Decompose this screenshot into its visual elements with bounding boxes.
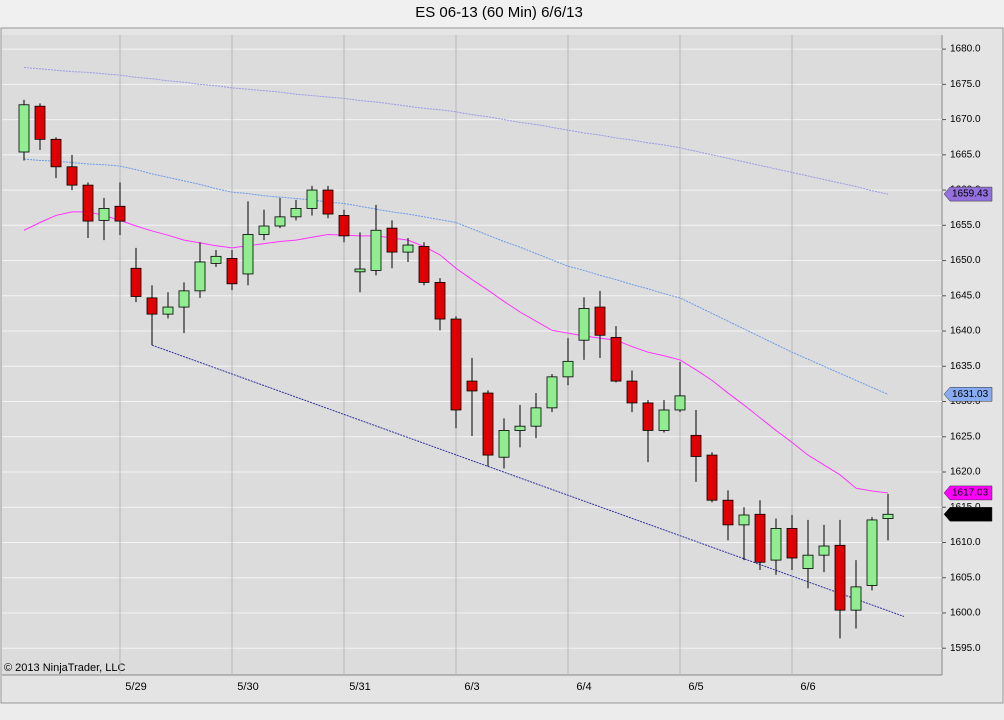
candle-body [594, 306, 606, 336]
candle-body [162, 306, 174, 315]
candle-body [578, 308, 590, 341]
candle-body [706, 454, 718, 501]
candle-body [882, 513, 894, 519]
candle-body [786, 527, 798, 559]
copyright: © 2013 NinjaTrader, LLC [4, 662, 125, 674]
last-price-label: 1614.00 [952, 509, 989, 520]
candle-body [642, 402, 654, 431]
candle-body [530, 407, 542, 427]
y-tick-label: 1640.0 [950, 326, 981, 337]
y-tick-label: 1595.0 [950, 643, 981, 654]
overlay-last-label-box [943, 387, 993, 402]
overlay-last-label-box [943, 186, 993, 202]
candle-body [514, 425, 526, 431]
candle-body [322, 189, 334, 215]
candle-body [738, 514, 750, 526]
candle-body [34, 105, 46, 140]
candle-body [386, 227, 398, 253]
candle-body [866, 519, 878, 586]
x-tick-label: 6/6 [800, 681, 815, 693]
y-tick-label: 1630.0 [950, 396, 981, 407]
plot-layer: 1595.01600.01605.01610.01615.01620.01625… [2, 35, 993, 693]
title-bar [0, 0, 1004, 28]
y-tick-label: 1625.0 [950, 431, 981, 442]
y-tick-label: 1665.0 [950, 149, 981, 160]
candle-body [818, 545, 830, 556]
candle-body [98, 207, 110, 221]
candle-body [18, 104, 30, 153]
candle-body [802, 554, 814, 569]
x-tick-label: 6/4 [576, 681, 591, 693]
y-tick-label: 1620.0 [950, 467, 981, 478]
y-tick-label: 1670.0 [950, 114, 981, 125]
candle-body [146, 297, 158, 315]
candle-body [402, 244, 414, 253]
candle-body [674, 395, 686, 411]
candle-body [226, 258, 238, 285]
candle-body [482, 392, 494, 456]
overlay-last-label: 1659.43 [952, 189, 989, 200]
x-tick-label: 6/5 [688, 681, 703, 693]
moving-average [23, 66, 889, 195]
candle-body [114, 205, 126, 222]
candle-body [850, 586, 862, 611]
y-tick-label: 1600.0 [950, 608, 981, 619]
y-tick-label: 1650.0 [950, 255, 981, 266]
candle-body [546, 376, 558, 409]
candle-body [194, 261, 206, 292]
candle-body [754, 513, 766, 563]
candle-body [130, 267, 142, 297]
candle-body [50, 138, 62, 168]
candle-body [178, 290, 190, 308]
trend-line [151, 344, 905, 617]
x-tick-label: 5/31 [349, 681, 370, 693]
candle-body [626, 380, 638, 404]
candle-body [658, 409, 670, 431]
last-price-label-box [943, 507, 993, 522]
candle-body [242, 234, 254, 275]
candle-body [210, 255, 222, 264]
overlay-last-label: 1617.03 [952, 488, 989, 499]
candle-body [722, 499, 734, 526]
y-tick-label: 1610.0 [950, 537, 981, 548]
candle-body [466, 380, 478, 392]
y-tick-label: 1645.0 [950, 290, 981, 301]
candle-body [434, 282, 446, 320]
plot-area [2, 35, 942, 675]
y-tick-label: 1605.0 [950, 572, 981, 583]
y-tick-label: 1655.0 [950, 220, 981, 231]
y-tick-label: 1635.0 [950, 361, 981, 372]
candle-body [82, 184, 94, 222]
overlay-last-label: 1631.03 [952, 389, 989, 400]
candle-body [834, 544, 846, 611]
x-tick-label: 5/30 [237, 681, 258, 693]
candle-body [562, 360, 574, 378]
candle-body [354, 268, 366, 273]
candle-body [610, 336, 622, 382]
candle-body [290, 207, 302, 218]
candle-body [770, 527, 782, 561]
candle-body [66, 166, 78, 186]
candle-body [418, 246, 430, 283]
candle-body [690, 434, 702, 457]
y-tick-label: 1675.0 [950, 79, 981, 90]
overlay-last-label-box [943, 485, 993, 501]
candle-body [450, 318, 462, 411]
y-tick-label: 1680.0 [950, 44, 981, 55]
candle-body [306, 189, 318, 209]
candle-body [370, 229, 382, 271]
moving-average [23, 158, 889, 395]
candle-body [338, 215, 350, 237]
x-tick-label: 5/29 [125, 681, 146, 693]
candle-body [498, 430, 510, 458]
candle-body [274, 216, 286, 227]
candle-body [258, 225, 270, 235]
x-tick-label: 6/3 [464, 681, 479, 693]
chart-title: ES 06-13 (60 Min) 6/6/13 [415, 4, 583, 21]
moving-average [23, 211, 889, 494]
